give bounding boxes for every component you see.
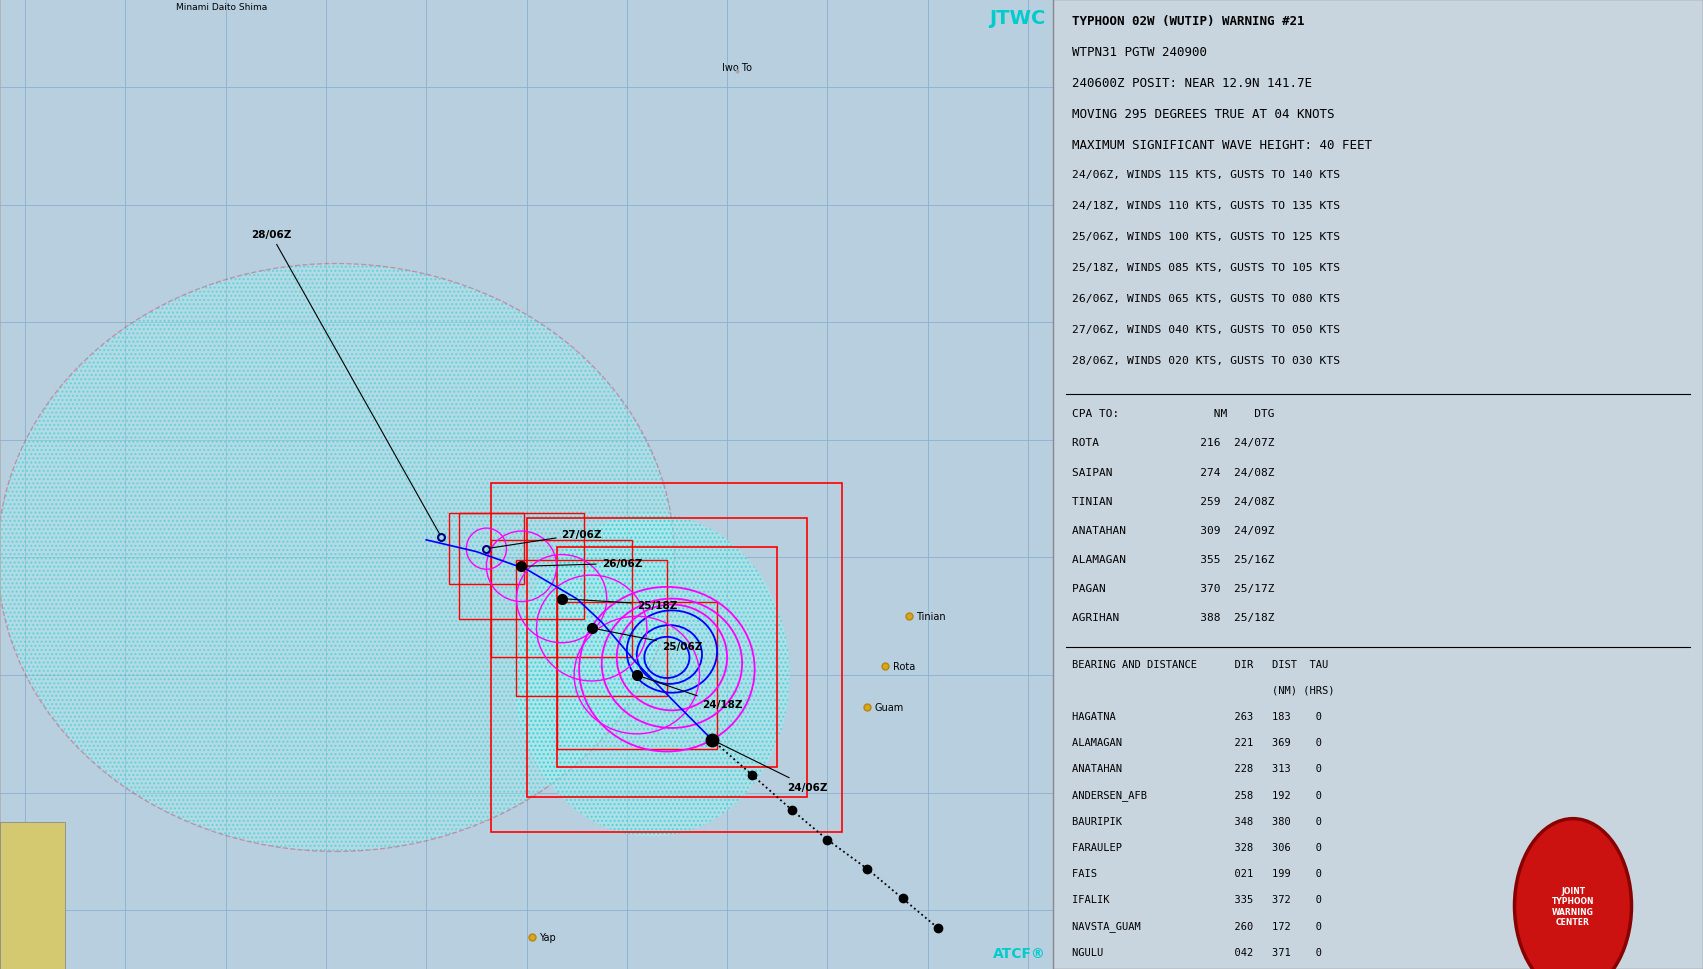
Text: 240600Z POSIT: NEAR 12.9N 141.7E: 240600Z POSIT: NEAR 12.9N 141.7E (1073, 77, 1313, 89)
Text: Rota: Rota (892, 662, 915, 672)
Text: 27/06Z, WINDS 040 KTS, GUSTS TO 050 KTS: 27/06Z, WINDS 040 KTS, GUSTS TO 050 KTS (1073, 325, 1340, 334)
Text: HAGATNA                   263   183    0: HAGATNA 263 183 0 (1073, 711, 1323, 721)
Polygon shape (0, 822, 65, 969)
Text: 27/06Z: 27/06Z (489, 529, 603, 548)
Text: 26/06Z: 26/06Z (525, 559, 642, 569)
Text: 24/06Z: 24/06Z (715, 741, 828, 792)
Text: ANATAHAN                  228   313    0: ANATAHAN 228 313 0 (1073, 764, 1323, 773)
Text: MAXIMUM SIGNIFICANT WAVE HEIGHT: 40 FEET: MAXIMUM SIGNIFICANT WAVE HEIGHT: 40 FEET (1073, 139, 1373, 151)
Text: (NM) (HRS): (NM) (HRS) (1073, 685, 1335, 695)
Text: JOINT
TYPHOON
WARNING
CENTER: JOINT TYPHOON WARNING CENTER (1551, 886, 1594, 926)
Text: BEARING AND DISTANCE      DIR   DIST  TAU: BEARING AND DISTANCE DIR DIST TAU (1073, 659, 1328, 669)
Text: Tinian: Tinian (916, 611, 945, 622)
Text: Guam: Guam (875, 703, 904, 712)
Text: FAIS                      021   199    0: FAIS 021 199 0 (1073, 868, 1323, 878)
Text: TINIAN             259  24/08Z: TINIAN 259 24/08Z (1073, 496, 1276, 506)
Circle shape (1514, 819, 1631, 969)
Text: ATCF®: ATCF® (993, 946, 1046, 960)
Text: FARAULEP                  328   306    0: FARAULEP 328 306 0 (1073, 842, 1323, 852)
Text: JTWC: JTWC (989, 9, 1046, 28)
Bar (557, 602, 717, 749)
Text: Yap: Yap (540, 932, 555, 942)
Text: 24/18Z: 24/18Z (639, 676, 743, 709)
Text: TYPHOON 02W (WUTIP) WARNING #21: TYPHOON 02W (WUTIP) WARNING #21 (1073, 15, 1304, 27)
Text: NAVSTA_GUAM               260   172    0: NAVSTA_GUAM 260 172 0 (1073, 921, 1323, 931)
Text: 25/18Z, WINDS 085 KTS, GUSTS TO 105 KTS: 25/18Z, WINDS 085 KTS, GUSTS TO 105 KTS (1073, 263, 1340, 272)
Text: 24/06Z, WINDS 115 KTS, GUSTS TO 140 KTS: 24/06Z, WINDS 115 KTS, GUSTS TO 140 KTS (1073, 170, 1340, 179)
Ellipse shape (0, 265, 674, 852)
Bar (557, 547, 777, 767)
Ellipse shape (514, 514, 790, 837)
Text: CPA TO:              NM    DTG: CPA TO: NM DTG (1073, 409, 1276, 419)
Text: PAGAN              370  25/17Z: PAGAN 370 25/17Z (1073, 583, 1276, 593)
Text: Minami Daito Shima: Minami Daito Shima (175, 3, 267, 12)
Text: 25/06Z, WINDS 100 KTS, GUSTS TO 125 KTS: 25/06Z, WINDS 100 KTS, GUSTS TO 125 KTS (1073, 232, 1340, 241)
Bar (458, 514, 584, 619)
Text: 26/06Z, WINDS 065 KTS, GUSTS TO 080 KTS: 26/06Z, WINDS 065 KTS, GUSTS TO 080 KTS (1073, 294, 1340, 303)
Bar (450, 514, 525, 584)
Text: SAIPAN             274  24/08Z: SAIPAN 274 24/08Z (1073, 467, 1276, 477)
Text: 25/06Z: 25/06Z (594, 629, 702, 651)
Text: WTPN31 PGTW 240900: WTPN31 PGTW 240900 (1073, 46, 1207, 58)
Text: ALAMAGAN           355  25/16Z: ALAMAGAN 355 25/16Z (1073, 554, 1276, 564)
Text: AGRIHAN            388  25/18Z: AGRIHAN 388 25/18Z (1073, 612, 1276, 622)
Bar (526, 518, 807, 797)
Text: ROTA               216  24/07Z: ROTA 216 24/07Z (1073, 438, 1276, 448)
Text: 24/18Z, WINDS 110 KTS, GUSTS TO 135 KTS: 24/18Z, WINDS 110 KTS, GUSTS TO 135 KTS (1073, 201, 1340, 210)
Bar (492, 541, 632, 658)
Text: BAURIPIK                  348   380    0: BAURIPIK 348 380 0 (1073, 816, 1323, 826)
Text: MOVING 295 DEGREES TRUE AT 04 KNOTS: MOVING 295 DEGREES TRUE AT 04 KNOTS (1073, 108, 1335, 120)
Text: IFALIK                    335   372    0: IFALIK 335 372 0 (1073, 894, 1323, 904)
Text: 28/06Z: 28/06Z (250, 230, 439, 535)
Text: ANDERSEN_AFB              258   192    0: ANDERSEN_AFB 258 192 0 (1073, 790, 1323, 800)
Bar (492, 483, 843, 832)
Text: ALAMAGAN                  221   369    0: ALAMAGAN 221 369 0 (1073, 737, 1323, 747)
Text: 25/18Z: 25/18Z (564, 599, 678, 610)
Text: NGULU                     042   371    0: NGULU 042 371 0 (1073, 947, 1323, 956)
Bar (516, 561, 668, 696)
Text: 28/06Z, WINDS 020 KTS, GUSTS TO 030 KTS: 28/06Z, WINDS 020 KTS, GUSTS TO 030 KTS (1073, 356, 1340, 365)
Text: ANATAHAN           309  24/09Z: ANATAHAN 309 24/09Z (1073, 525, 1276, 535)
Text: Iwo To: Iwo To (722, 63, 753, 73)
